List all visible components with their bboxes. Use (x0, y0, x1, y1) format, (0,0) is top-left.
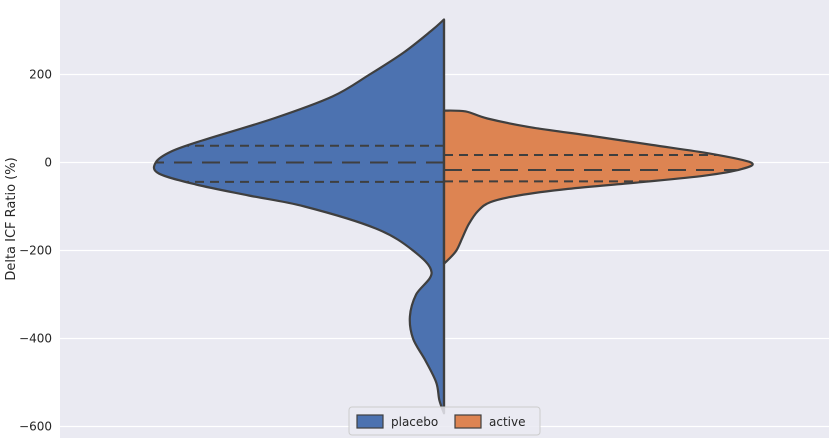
y-tick-label: −200 (19, 244, 52, 258)
violin-body-active (442, 109, 754, 265)
legend-frame (348, 406, 541, 436)
y-axis-label: Delta ICF Ratio (%) (4, 157, 19, 280)
legend: placebo active (348, 406, 541, 436)
y-tick-label: −600 (19, 420, 52, 434)
legend-swatch-active (454, 414, 482, 429)
y-tick-label: 200 (29, 68, 52, 82)
legend-item-active: active (454, 414, 525, 429)
legend-item-placebo: placebo (356, 414, 438, 429)
y-tick-label: −400 (19, 332, 52, 346)
legend-label-active: active (489, 415, 525, 429)
violin-placebo (152, 18, 446, 415)
violins (152, 18, 754, 415)
y-axis-ticks: 200 0 −200 −400 −600 (19, 68, 52, 434)
violin-body-placebo (152, 18, 446, 415)
violin-active (442, 109, 754, 265)
legend-label-placebo: placebo (391, 415, 438, 429)
y-tick-label: 0 (44, 156, 52, 170)
legend-swatch-placebo (356, 414, 384, 429)
